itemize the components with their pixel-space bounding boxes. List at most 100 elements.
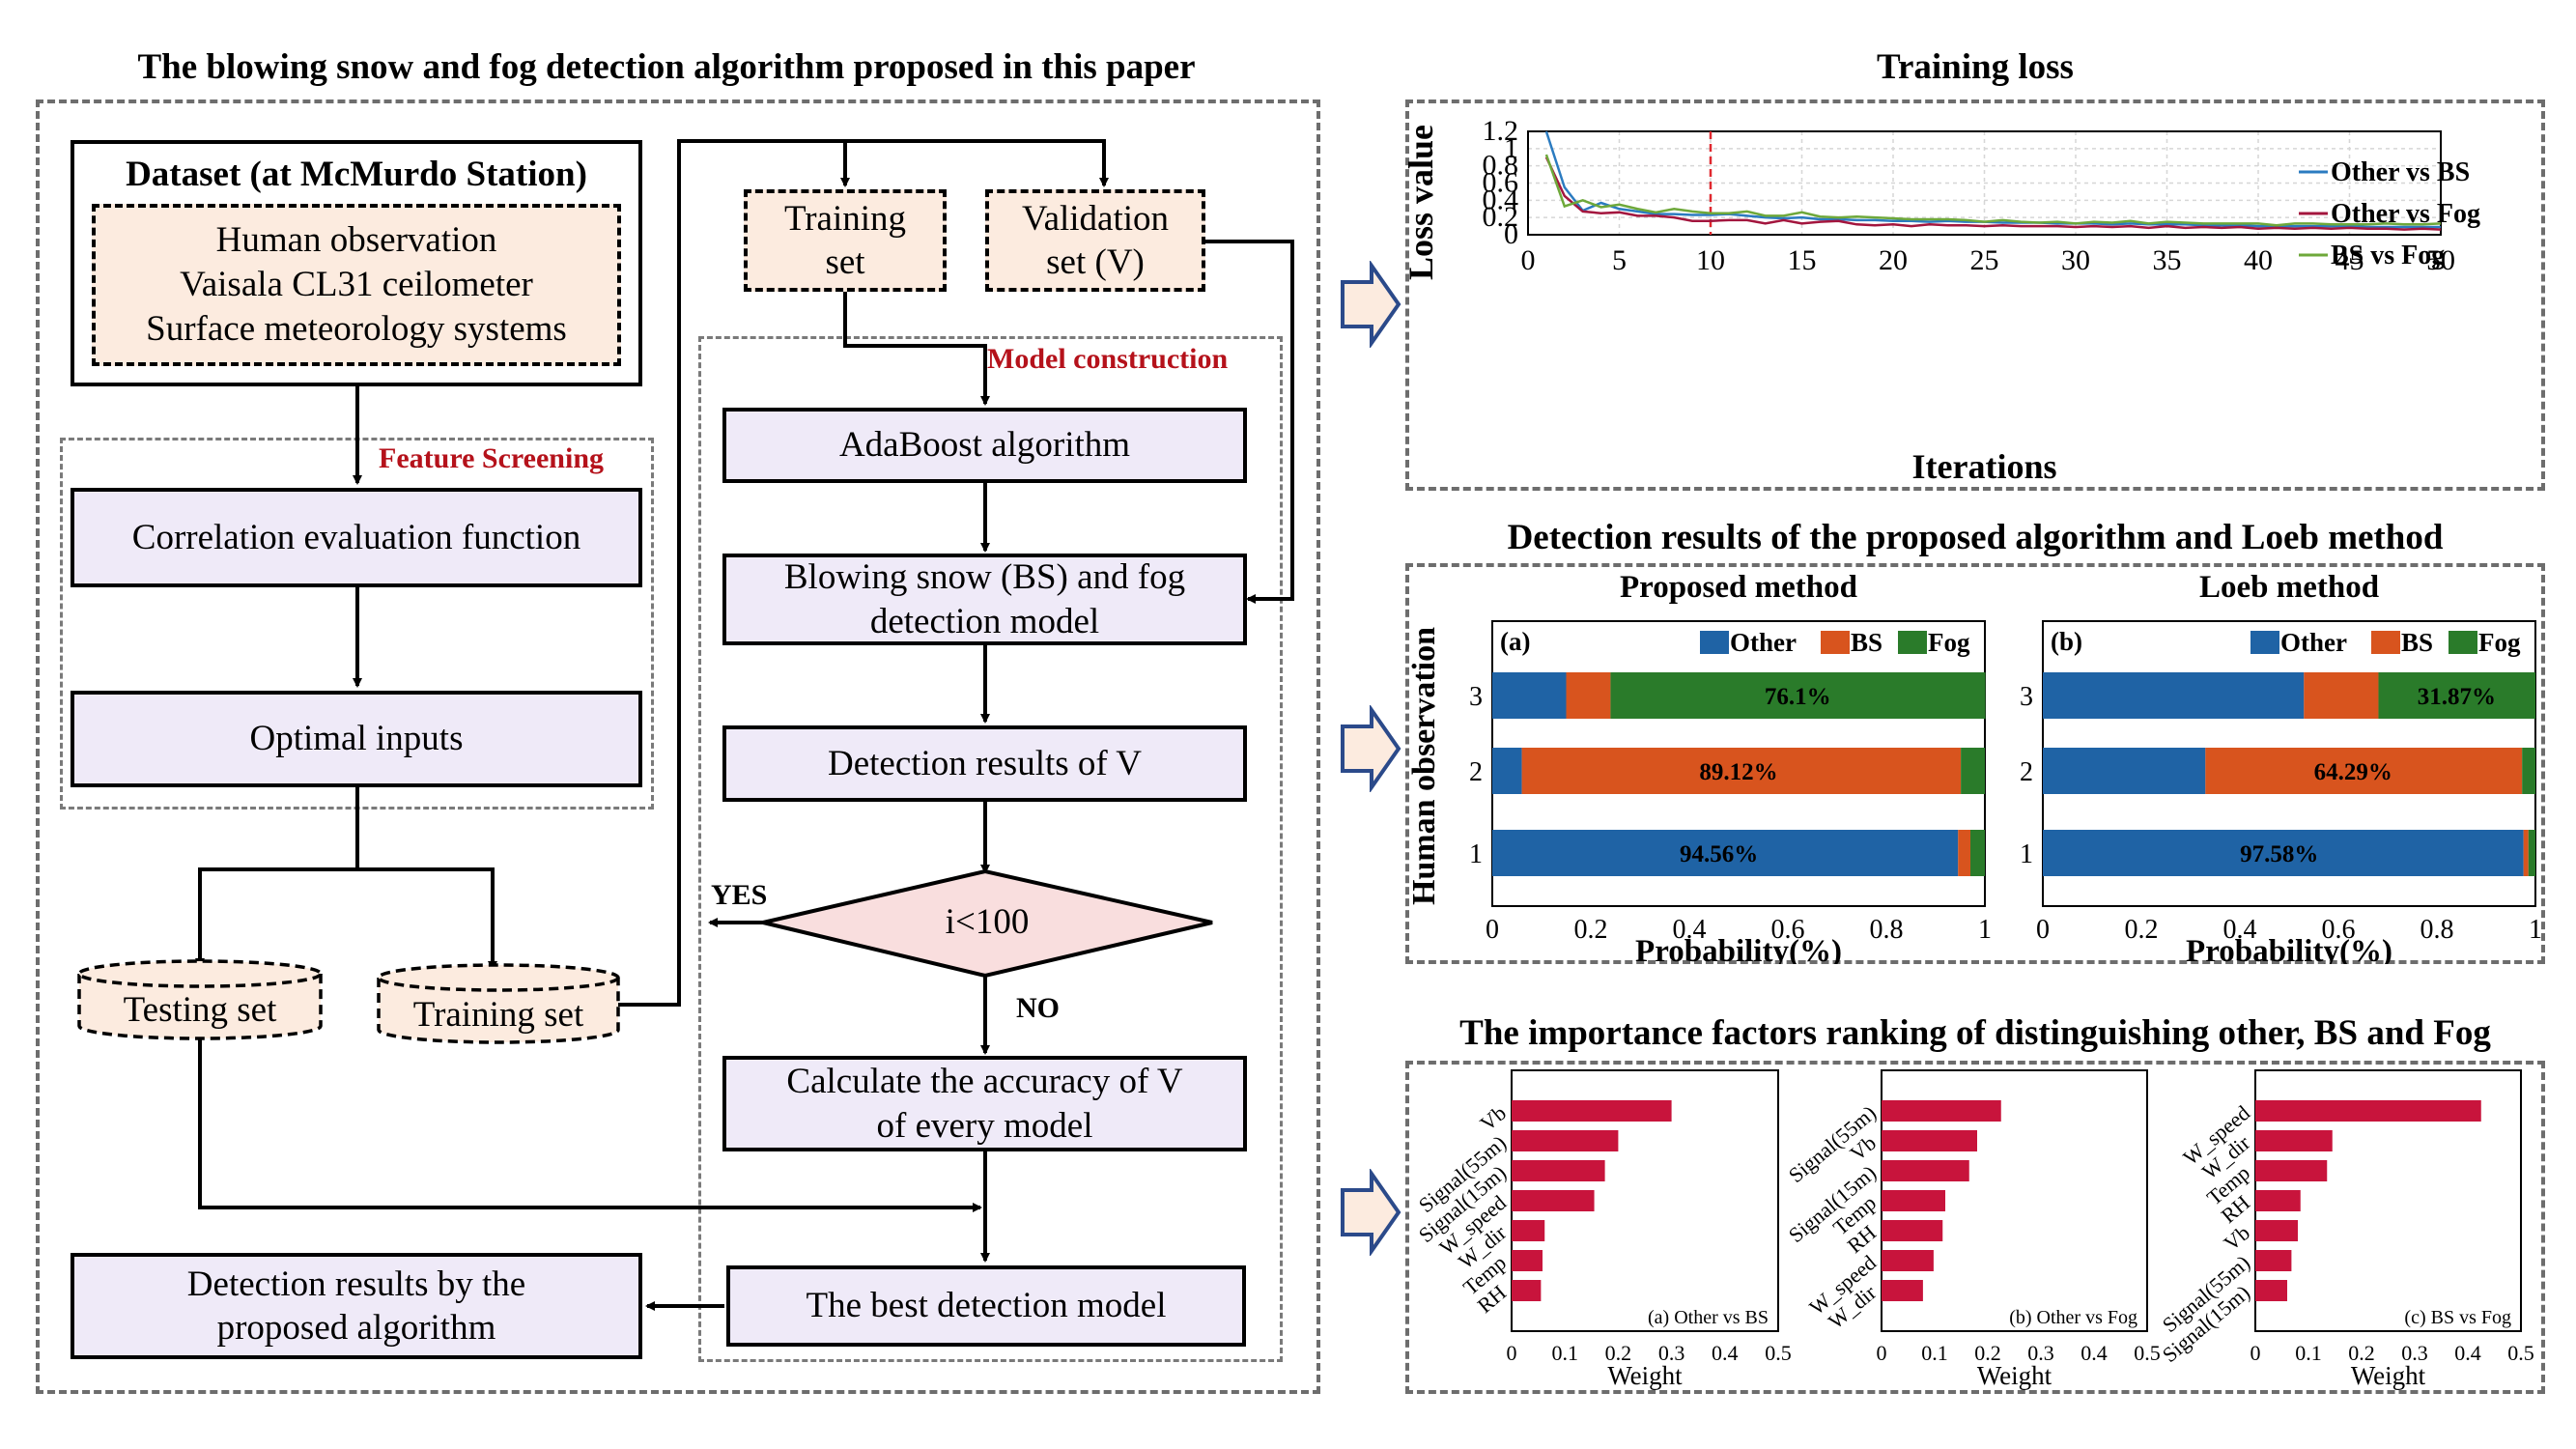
importance-xtick-label: 0.5 bbox=[2134, 1341, 2161, 1365]
detection-panel bbox=[1405, 563, 2545, 964]
loss-xtick-label: 0 bbox=[1521, 244, 1536, 276]
detection-bar-segment bbox=[2522, 748, 2535, 794]
feature-screening-label: Feature Screening bbox=[379, 442, 605, 474]
loss-series-line-2 bbox=[1544, 154, 2442, 227]
detection-v-box: Detection results of V bbox=[722, 725, 1247, 802]
detection-row-label: 1 bbox=[2020, 839, 2033, 869]
detection-bar-segment bbox=[2043, 748, 2206, 794]
detection-data-label: 89.12% bbox=[1699, 759, 1777, 785]
detection-legend-label: Fog bbox=[2478, 628, 2521, 657]
loss-legend-label-0: Other vs BS bbox=[2331, 157, 2470, 187]
accuracy-line2: of every model bbox=[876, 1105, 1093, 1146]
importance-xtick-label: 0 bbox=[2250, 1341, 2261, 1365]
detection-subtitle-1: Loeb method bbox=[2199, 570, 2379, 605]
bs-model-line2: detection model bbox=[869, 601, 1100, 641]
importance-bar bbox=[1512, 1100, 1672, 1122]
loss-ytick-label: 0.2 bbox=[1483, 201, 1519, 233]
training-set-cylinder bbox=[377, 963, 620, 1044]
detection-bar-segment bbox=[1521, 748, 1962, 794]
loss-ytick-label: 1 bbox=[1504, 132, 1518, 164]
importance-panel-tag-0: (a) Other vs BS bbox=[1648, 1307, 1769, 1328]
importance-panel-tag-2: (c) BS vs Fog bbox=[2404, 1307, 2511, 1328]
importance-bar bbox=[2255, 1220, 2298, 1241]
validation-set-box: Validation set (V) bbox=[985, 189, 1205, 292]
importance-xtick-label: 0.2 bbox=[1974, 1341, 2001, 1365]
importance-xtick-label: 0.1 bbox=[2295, 1341, 2322, 1365]
yes-label: YES bbox=[711, 879, 768, 911]
importance-category-label: Vb bbox=[2219, 1220, 2254, 1255]
source-human-observation: Human observation bbox=[215, 219, 497, 260]
arrow-optimal-split bbox=[195, 787, 359, 968]
loss-title: Training loss bbox=[1877, 47, 2074, 87]
detection-bar-segment bbox=[2378, 672, 2535, 719]
detection-legend-swatch bbox=[2250, 631, 2279, 654]
testing-set-label: Testing set bbox=[124, 990, 277, 1030]
detection-bar-segment bbox=[2304, 672, 2379, 719]
detection-xtick-label: 1 bbox=[1978, 915, 1992, 945]
detection-xlabel-0: Probability(%) bbox=[1635, 934, 1842, 964]
importance-xtick-label: 0 bbox=[1507, 1341, 1517, 1365]
detection-panel-tag-0: (a) bbox=[1500, 627, 1530, 656]
importance-xtick-label: 0.3 bbox=[2027, 1341, 2054, 1365]
loss-xtick-label: 20 bbox=[1879, 244, 1908, 276]
loss-xtick-label: 35 bbox=[2153, 244, 2182, 276]
detection-bar-segment bbox=[2043, 830, 2524, 876]
importance-xtick-label: 0.3 bbox=[2401, 1341, 2428, 1365]
validation-set-line2: set (V) bbox=[1046, 242, 1145, 282]
importance-xtick-label: 0.4 bbox=[2081, 1341, 2108, 1365]
flowchart-panel bbox=[36, 99, 1320, 1394]
detection-row-label: 2 bbox=[2020, 757, 2033, 787]
importance-bar bbox=[1882, 1220, 1943, 1241]
detection-data-label: 31.87% bbox=[2418, 684, 2496, 710]
importance-bar bbox=[1882, 1190, 1945, 1211]
importance-bar bbox=[1882, 1130, 1977, 1151]
detection-bar-segment bbox=[1961, 748, 1985, 794]
importance-xlabel-0: Weight bbox=[1607, 1361, 1683, 1390]
detection-bar-segment bbox=[1492, 830, 1959, 876]
loss-legend-label-2: BS vs Fog bbox=[2331, 241, 2445, 270]
detection-bar-segment bbox=[2528, 830, 2535, 876]
bs-model-line1: Blowing snow (BS) and fog bbox=[783, 557, 1186, 598]
detection-legend-swatch bbox=[1700, 631, 1729, 654]
best-model-box: The best detection model bbox=[726, 1265, 1246, 1347]
importance-xtick-label: 0.3 bbox=[1658, 1341, 1685, 1365]
arrow-optimal-split-right bbox=[357, 867, 497, 971]
detection-subtitle-0: Proposed method bbox=[1620, 570, 1857, 605]
loss-ytick-label: 0.8 bbox=[1483, 150, 1519, 182]
loss-ytick-label: 1.2 bbox=[1483, 115, 1519, 147]
optimal-inputs-box: Optimal inputs bbox=[71, 691, 642, 787]
detection-row-label: 3 bbox=[2020, 682, 2033, 712]
final-results-box: Detection results by the proposed algori… bbox=[71, 1253, 642, 1359]
detection-data-label: 94.56% bbox=[1680, 841, 1758, 867]
detection-legend-swatch bbox=[1898, 631, 1927, 654]
detection-bar-segment bbox=[2205, 748, 2523, 794]
arrow-to-loss bbox=[1341, 261, 1401, 348]
importance-bar bbox=[1512, 1220, 1545, 1241]
importance-chart: VbSignal(55m)Signal(15m)W_speedW_dirTemp… bbox=[1414, 1069, 2534, 1390]
decision-text: i<100 bbox=[946, 902, 1030, 942]
detection-legend-label: BS bbox=[1851, 628, 1882, 657]
accuracy-box: Calculate the accuracy of V of every mod… bbox=[722, 1056, 1247, 1151]
importance-xtick-label: 0.4 bbox=[2454, 1341, 2481, 1365]
source-surface-meteorology: Surface meteorology systems bbox=[146, 309, 567, 350]
importance-xtick-label: 0.2 bbox=[2348, 1341, 2375, 1365]
loss-plot-frame bbox=[1527, 130, 2442, 236]
source-ceilometer: Vaisala CL31 ceilometer bbox=[180, 264, 533, 304]
detection-xlabel-1: Probability(%) bbox=[2186, 934, 2392, 964]
final-results-line2: proposed algorithm bbox=[216, 1308, 496, 1348]
detection-legend-label: Other bbox=[2280, 628, 2347, 657]
importance-xtick-label: 0 bbox=[1877, 1341, 1887, 1365]
importance-bar bbox=[1512, 1130, 1619, 1151]
detection-chart: Human observation Proposed method 1 2 3 94.56… bbox=[1406, 570, 2542, 964]
detection-xtick-label: 0.6 bbox=[1771, 915, 1805, 945]
loss-ytick-label: 0.6 bbox=[1483, 167, 1519, 199]
detection-row-label: 3 bbox=[1469, 682, 1483, 712]
model-construction-label: Model construction bbox=[987, 343, 1229, 375]
importance-bar bbox=[2255, 1100, 2481, 1122]
dataset-title: Dataset (at McMurdo Station) bbox=[126, 155, 587, 194]
loss-xtick-label: 5 bbox=[1612, 244, 1627, 276]
importance-bar bbox=[1882, 1250, 1934, 1271]
importance-xtick-label: 0.2 bbox=[1605, 1341, 1632, 1365]
detection-bar-segment bbox=[1970, 830, 1985, 876]
